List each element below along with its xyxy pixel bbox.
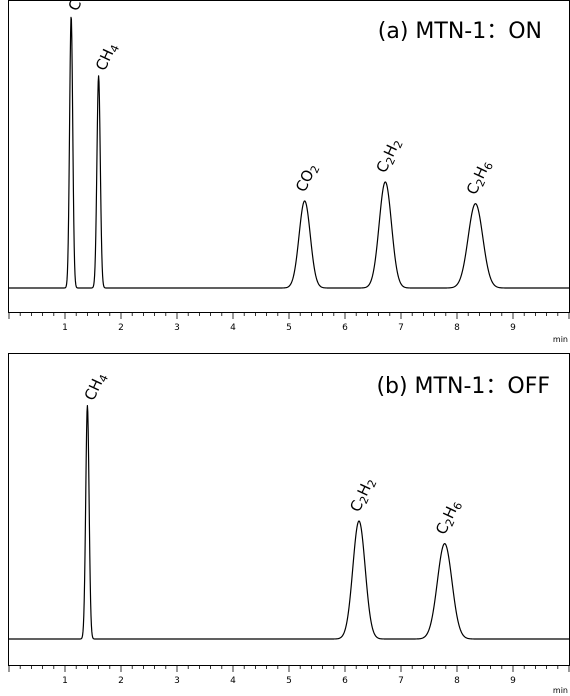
x-tick-label: 1 <box>62 676 68 686</box>
x-tick-label: 1 <box>62 323 68 333</box>
panel-title-a: (a) MTN-1：ON <box>378 19 542 44</box>
peak-label-ch4: CH4 <box>92 40 122 75</box>
peak-label-c2h6: C2H6 <box>463 157 496 198</box>
x-tick-label: 5 <box>286 323 292 333</box>
x-tick-label: 7 <box>398 676 404 686</box>
x-axis-unit-a: min <box>553 335 568 344</box>
panel-title-b: (b) MTN-1：OFF <box>376 374 550 399</box>
x-tick-label: 5 <box>286 676 292 686</box>
peak-label-co2: CO2 <box>292 161 323 196</box>
x-tick-label: 2 <box>118 676 124 686</box>
x-tick-label: 9 <box>510 323 516 333</box>
peak-label-c2h2: C2H2 <box>346 475 379 516</box>
x-tick-label: 6 <box>342 323 348 333</box>
x-tick-label: 8 <box>454 676 460 686</box>
peak-label-c2h2: C2H2 <box>373 136 406 177</box>
x-tick-label: 3 <box>174 676 180 686</box>
x-tick-label: 4 <box>230 323 236 333</box>
peak-label-c2h6: C2H6 <box>432 497 465 538</box>
x-tick-label: 9 <box>510 676 516 686</box>
chromatogram-panel-b: (b) MTN-1：OFF 1 2 3 4 5 6 7 8 9 min CH4 C2H2 C2H6 <box>8 353 570 695</box>
x-axis-a: 1 2 3 4 5 6 7 8 9 min <box>8 313 570 344</box>
peak-label-co: CO <box>65 0 91 14</box>
x-axis-b: 1 2 3 4 5 6 7 8 9 min <box>8 666 570 695</box>
plot-frame-a <box>8 0 570 313</box>
x-tick-label: 8 <box>454 323 460 333</box>
x-axis-unit-b: min <box>553 686 568 695</box>
x-tick-label: 4 <box>230 676 236 686</box>
x-tick-label: 3 <box>174 323 180 333</box>
chromatogram-trace-b <box>8 404 570 640</box>
x-tick-label: 6 <box>342 676 348 686</box>
x-tick-label: 7 <box>398 323 404 333</box>
x-tick-label: 2 <box>118 323 124 333</box>
peak-label-ch4: CH4 <box>81 370 111 405</box>
chromatogram-panel-a: (a) MTN-1：ON 1 2 3 4 5 6 7 8 9 min CO CH4 CO2 C2H2 C… <box>8 0 570 344</box>
chromatogram-trace-a <box>8 16 570 289</box>
